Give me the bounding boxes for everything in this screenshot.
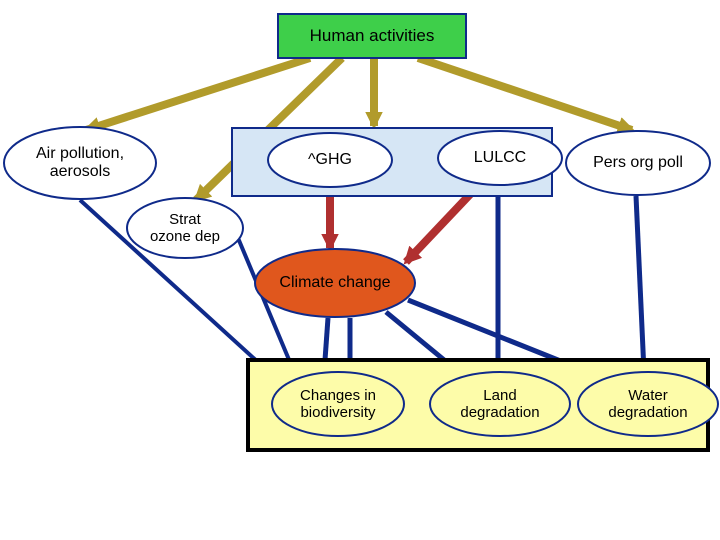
- node-biodiversity: [272, 372, 404, 436]
- node-lulcc: [438, 131, 562, 185]
- edge-5: [406, 186, 478, 262]
- node-strat_ozone: [127, 198, 243, 258]
- node-land_deg: [430, 372, 570, 436]
- node-ghg: [268, 133, 392, 187]
- node-climate_change: [255, 249, 415, 317]
- edge-11: [636, 196, 644, 372]
- node-water_deg: [578, 372, 718, 436]
- node-air_pollution: [4, 127, 156, 199]
- diagram-canvas: [0, 0, 720, 540]
- node-pers_org: [566, 131, 710, 195]
- edge-3: [418, 58, 632, 130]
- node-human_activities: [278, 14, 466, 58]
